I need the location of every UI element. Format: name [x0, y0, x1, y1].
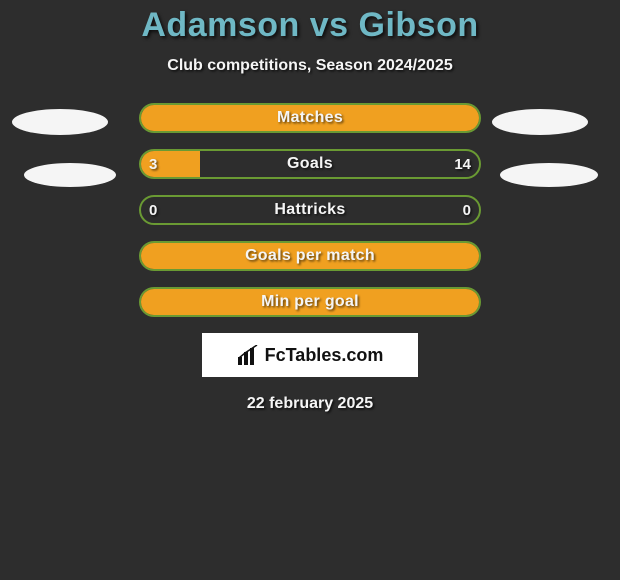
- player-right-ellipse-bottom: [500, 163, 598, 187]
- player-left-ellipse-top: [12, 109, 108, 135]
- bar-left-fill: [141, 105, 479, 131]
- bar-outer: [139, 103, 481, 133]
- player-left-ellipse-bottom: [24, 163, 116, 187]
- stat-row-goals-per-match: Goals per match: [139, 241, 481, 271]
- page-title: Adamson vs Gibson: [0, 0, 620, 45]
- bar-left-fill: [141, 243, 479, 269]
- brand-text: FcTables.com: [265, 345, 384, 366]
- player-right-ellipse-top: [492, 109, 588, 135]
- page-subtitle: Club competitions, Season 2024/2025: [0, 57, 620, 75]
- bar-left-fill: [141, 289, 479, 315]
- bar-outer: [139, 287, 481, 317]
- stat-right-value: 0: [463, 195, 471, 225]
- brand-box: FcTables.com: [202, 333, 418, 377]
- bar-outer: [139, 195, 481, 225]
- stat-row-goals: 3 Goals 14: [139, 149, 481, 179]
- date-text: 22 february 2025: [0, 395, 620, 413]
- stat-row-matches: Matches: [139, 103, 481, 133]
- stat-left-value: 0: [149, 195, 157, 225]
- stat-right-value: 14: [454, 149, 471, 179]
- bar-outer: [139, 241, 481, 271]
- comparison-chart: Matches 3 Goals 14 0 Hattricks 0 Goals p…: [0, 103, 620, 413]
- bar-outer: [139, 149, 481, 179]
- stat-row-hattricks: 0 Hattricks 0: [139, 195, 481, 225]
- bars-icon: [237, 345, 261, 365]
- stat-row-min-per-goal: Min per goal: [139, 287, 481, 317]
- stat-left-value: 3: [149, 149, 157, 179]
